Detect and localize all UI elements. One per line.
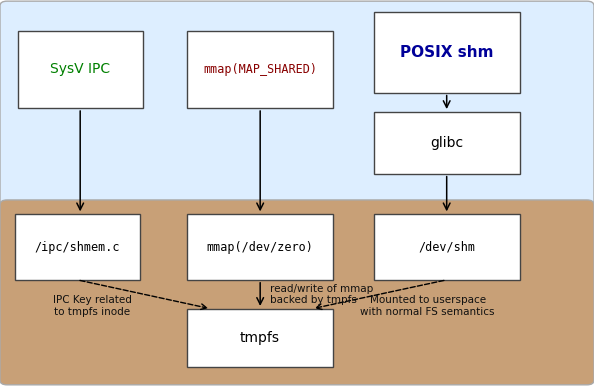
Text: mmap(MAP_SHARED): mmap(MAP_SHARED)	[203, 63, 317, 76]
Text: /ipc/shmem.c: /ipc/shmem.c	[34, 240, 120, 254]
FancyBboxPatch shape	[187, 31, 333, 108]
Text: /dev/shm: /dev/shm	[419, 240, 475, 254]
FancyBboxPatch shape	[374, 112, 520, 174]
Text: mmap(/dev/zero): mmap(/dev/zero)	[207, 240, 313, 254]
Text: SysV IPC: SysV IPC	[50, 63, 110, 76]
Text: glibc: glibc	[431, 136, 463, 150]
FancyBboxPatch shape	[374, 214, 520, 280]
Text: Mounted to userspace
with normal FS semantics: Mounted to userspace with normal FS sema…	[361, 295, 495, 317]
FancyBboxPatch shape	[0, 1, 594, 205]
FancyBboxPatch shape	[0, 200, 594, 385]
Text: POSIX shm: POSIX shm	[400, 45, 494, 59]
FancyBboxPatch shape	[374, 12, 520, 93]
Text: tmpfs: tmpfs	[240, 331, 280, 345]
FancyBboxPatch shape	[15, 214, 140, 280]
Text: IPC Key related
to tmpfs inode: IPC Key related to tmpfs inode	[53, 295, 131, 317]
FancyBboxPatch shape	[187, 309, 333, 367]
Text: read/write of mmap
backed by tmpfs: read/write of mmap backed by tmpfs	[270, 284, 374, 305]
FancyBboxPatch shape	[18, 31, 143, 108]
FancyBboxPatch shape	[187, 214, 333, 280]
